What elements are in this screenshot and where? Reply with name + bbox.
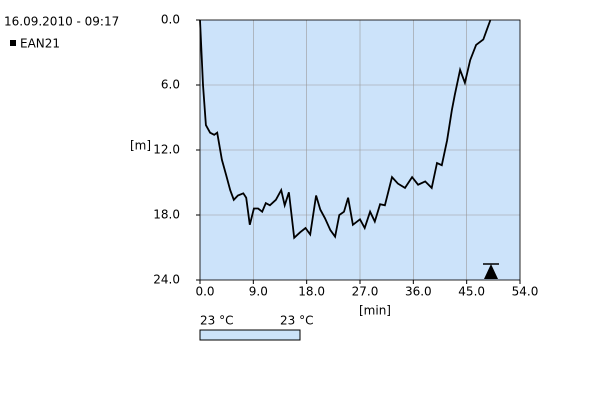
x-tick-label: 18.0 [298, 285, 325, 299]
plot-frame [199, 19, 521, 281]
scale-min-label: 23 °C [200, 314, 233, 328]
x-tick-label: 45.0 [458, 285, 485, 299]
y-tick-label: 6.0 [161, 78, 180, 92]
x-tick-label: 36.0 [405, 285, 432, 299]
x-tick-label: 27.0 [352, 285, 379, 299]
timestamp: 16.09.2010 - 09:17 [4, 15, 119, 29]
legend-label: EAN21 [20, 37, 60, 51]
level-marker [484, 264, 498, 279]
x-axis-label: [min] [359, 304, 391, 318]
x-tick-label: 0.0 [195, 285, 214, 299]
temperature-scale-bar [199, 329, 301, 341]
y-tick-label: 12.0 [153, 143, 180, 157]
y-tick-label: 18.0 [153, 208, 180, 222]
legend-swatch [10, 40, 16, 46]
scale-max-label: 23 °C [280, 314, 313, 328]
y-tick-label: 0.0 [161, 13, 180, 27]
y-tick-label: 24.0 [153, 273, 180, 287]
x-tick-label: 54.0 [512, 285, 539, 299]
y-axis-label: [m] [130, 139, 151, 153]
x-tick-label: 9.0 [249, 285, 268, 299]
data-line [199, 19, 492, 240]
